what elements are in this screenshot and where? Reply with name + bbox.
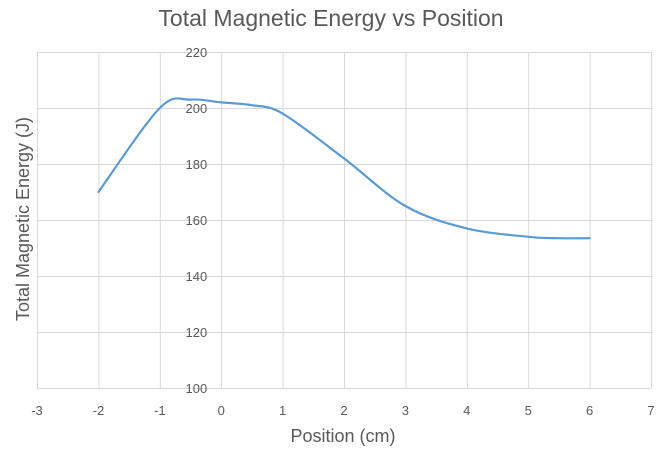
- y-tick-label: 200: [185, 101, 207, 116]
- x-tick-label: -1: [154, 403, 166, 418]
- y-axis-label: Total Magnetic Energy (J): [13, 117, 33, 321]
- x-tick-label: -3: [31, 403, 43, 418]
- y-tick-label: 100: [185, 381, 207, 396]
- x-tick-label: 6: [586, 403, 593, 418]
- x-tick-label: 2: [340, 403, 347, 418]
- y-tick-label: 220: [185, 45, 207, 60]
- x-tick-label: 3: [402, 403, 409, 418]
- x-tick-label: 4: [463, 403, 470, 418]
- x-tick-label: -2: [93, 403, 105, 418]
- x-tick-label: 1: [279, 403, 286, 418]
- x-axis-tick-labels: -3 -2 -1 0 1 2 3 4 5 6 7: [31, 403, 654, 418]
- series-layer: [97, 97, 591, 240]
- y-tick-label: 140: [185, 269, 207, 284]
- y-tick-label: 180: [185, 157, 207, 172]
- y-tick-label: 160: [185, 213, 207, 228]
- chart-title: Total Magnetic Energy vs Position: [158, 5, 503, 31]
- x-axis-label: Position (cm): [290, 426, 395, 446]
- x-tick-label: 0: [218, 403, 225, 418]
- y-axis-tick-labels: 100 120 140 160 180 200 220: [185, 45, 207, 396]
- series-line: [97, 97, 591, 240]
- horizontal-gridlines: [37, 52, 651, 389]
- y-tick-label: 120: [185, 325, 207, 340]
- x-tick-label: 7: [647, 403, 654, 418]
- x-tick-label: 5: [525, 403, 532, 418]
